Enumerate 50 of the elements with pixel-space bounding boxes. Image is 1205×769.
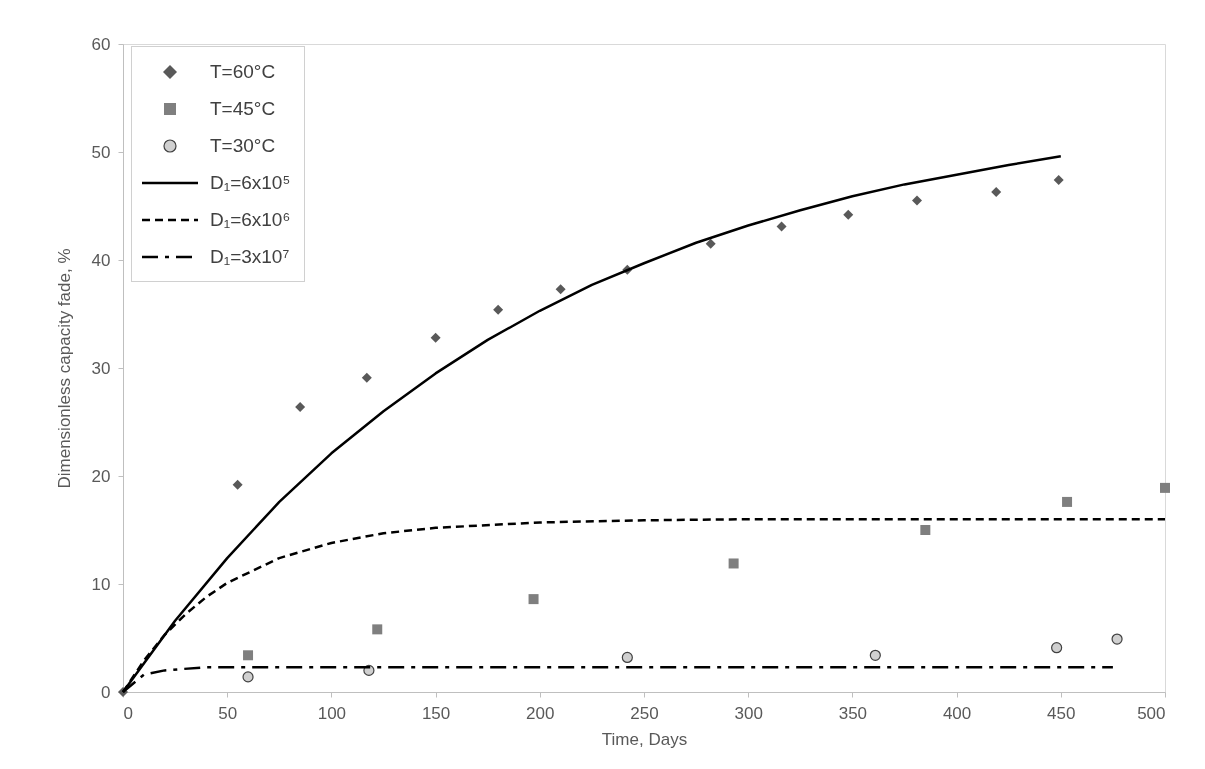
point [493,304,504,315]
point [528,594,539,605]
y-tick-label: 10 [91,574,111,594]
point [295,401,306,412]
point [1160,482,1170,493]
point [243,650,254,661]
legend-label: D₁=6x10⁶ [210,208,291,231]
legend-label: T=45°C [210,97,276,120]
x-tick-label: 300 [734,703,763,723]
y-tick-label: 50 [91,142,111,162]
y-tick-label: 60 [91,34,111,54]
point [991,186,1002,197]
x-tick-label: 500 [1137,703,1166,723]
point [242,671,254,683]
legend-label: D₁=3x10⁷ [210,245,290,268]
point [372,624,383,635]
point [920,525,931,535]
point [869,649,881,661]
y-tick-label: 0 [101,682,111,702]
point [728,558,739,569]
x-axis-title: Time, Days [601,729,688,749]
point [1051,642,1063,654]
x-tick-label: 400 [942,703,972,723]
point [705,238,716,249]
point [1053,175,1064,186]
point [621,651,633,664]
point [843,209,854,220]
point [912,195,922,206]
x-tick-label: 0 [123,703,133,723]
point [430,332,441,343]
x-tick-label: 450 [1047,703,1076,723]
legend-label: T=30°C [210,134,276,157]
point [555,284,566,295]
x-tick-label: 250 [630,703,659,723]
point [1111,633,1123,645]
legend-label: D₁=6x10⁵ [210,171,291,194]
y-axis-title: Dimensionless capacity fade, % [54,248,74,489]
x-tick-label: 50 [218,703,238,723]
y-tick-label: 30 [91,358,111,378]
y-tick-label: 20 [91,466,111,486]
x-tick-label: 150 [421,703,451,723]
point [776,221,787,232]
legend-label: T=60°C [210,60,276,83]
x-tick-label: 350 [838,703,868,723]
point [232,479,243,490]
x-tick-label: 100 [317,703,347,723]
y-tick-label: 40 [91,250,111,270]
x-tick-label: 200 [526,703,555,723]
point [361,372,372,383]
point [1062,496,1073,507]
